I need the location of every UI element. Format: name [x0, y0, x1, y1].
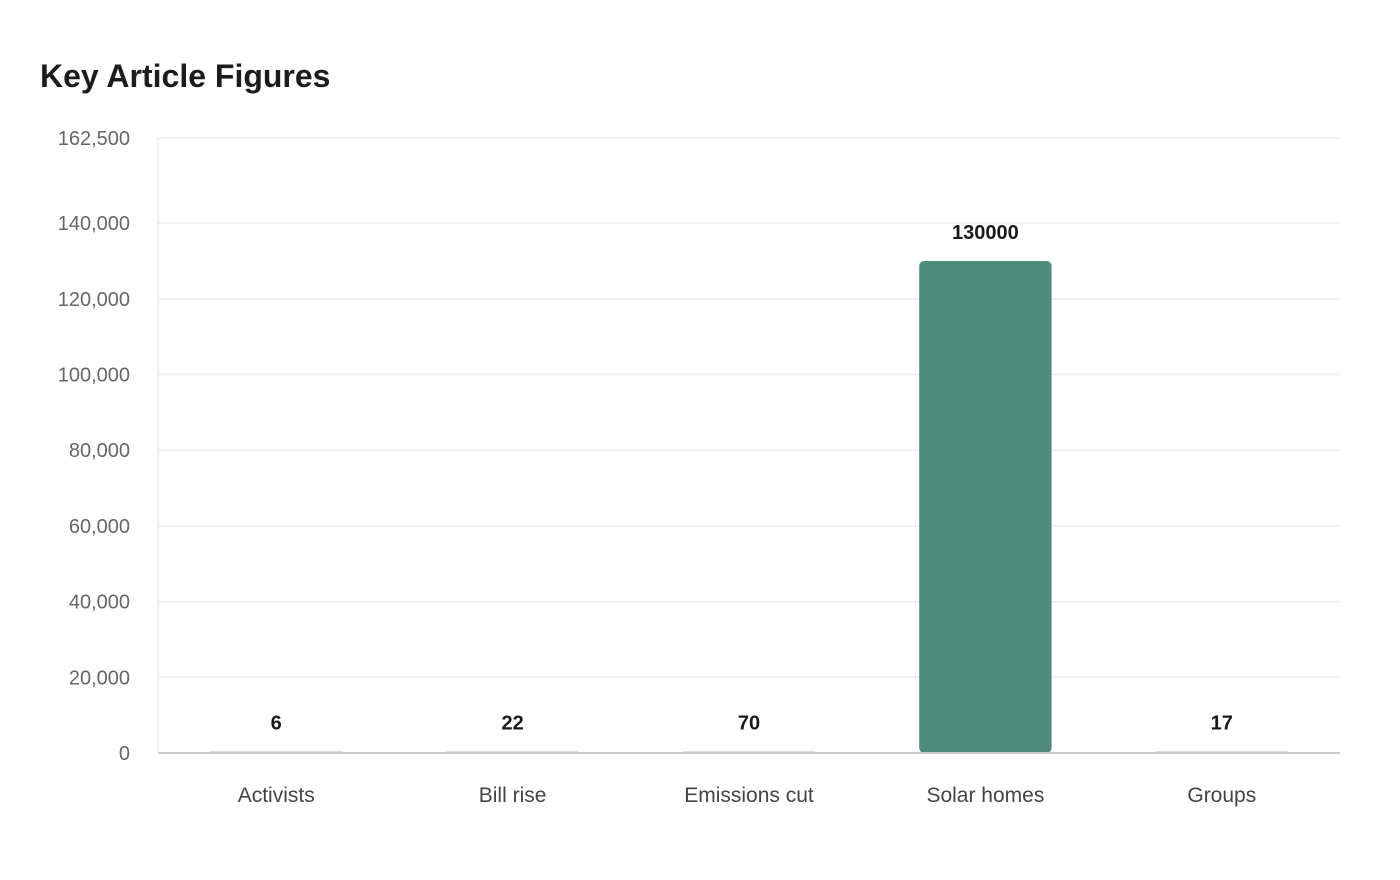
- x-tick-label: Emissions cut: [684, 784, 814, 807]
- y-tick-label: 40,000: [69, 592, 130, 614]
- data-label: 6: [271, 713, 282, 735]
- data-label: 130000: [952, 222, 1019, 244]
- y-tick-label: 140,000: [58, 213, 130, 235]
- x-tick-label: Activists: [238, 784, 315, 807]
- y-tick-label: 162,500: [58, 128, 130, 150]
- y-tick-label: 60,000: [69, 516, 130, 538]
- data-label: 17: [1211, 713, 1233, 735]
- y-tick-label: 0: [119, 743, 130, 765]
- data-label: 70: [738, 713, 760, 735]
- chart-title: Key Article Figures: [40, 58, 331, 94]
- bar-solar-homes: [919, 261, 1052, 753]
- y-tick-label: 100,000: [58, 365, 130, 387]
- x-tick-label: Solar homes: [926, 784, 1044, 807]
- y-tick-label: 80,000: [69, 440, 130, 462]
- y-tick-label: 20,000: [69, 667, 130, 689]
- x-tick-label: Bill rise: [479, 784, 547, 807]
- data-label: 22: [501, 713, 523, 735]
- y-tick-label: 120,000: [58, 289, 130, 311]
- x-tick-label: Groups: [1187, 784, 1256, 807]
